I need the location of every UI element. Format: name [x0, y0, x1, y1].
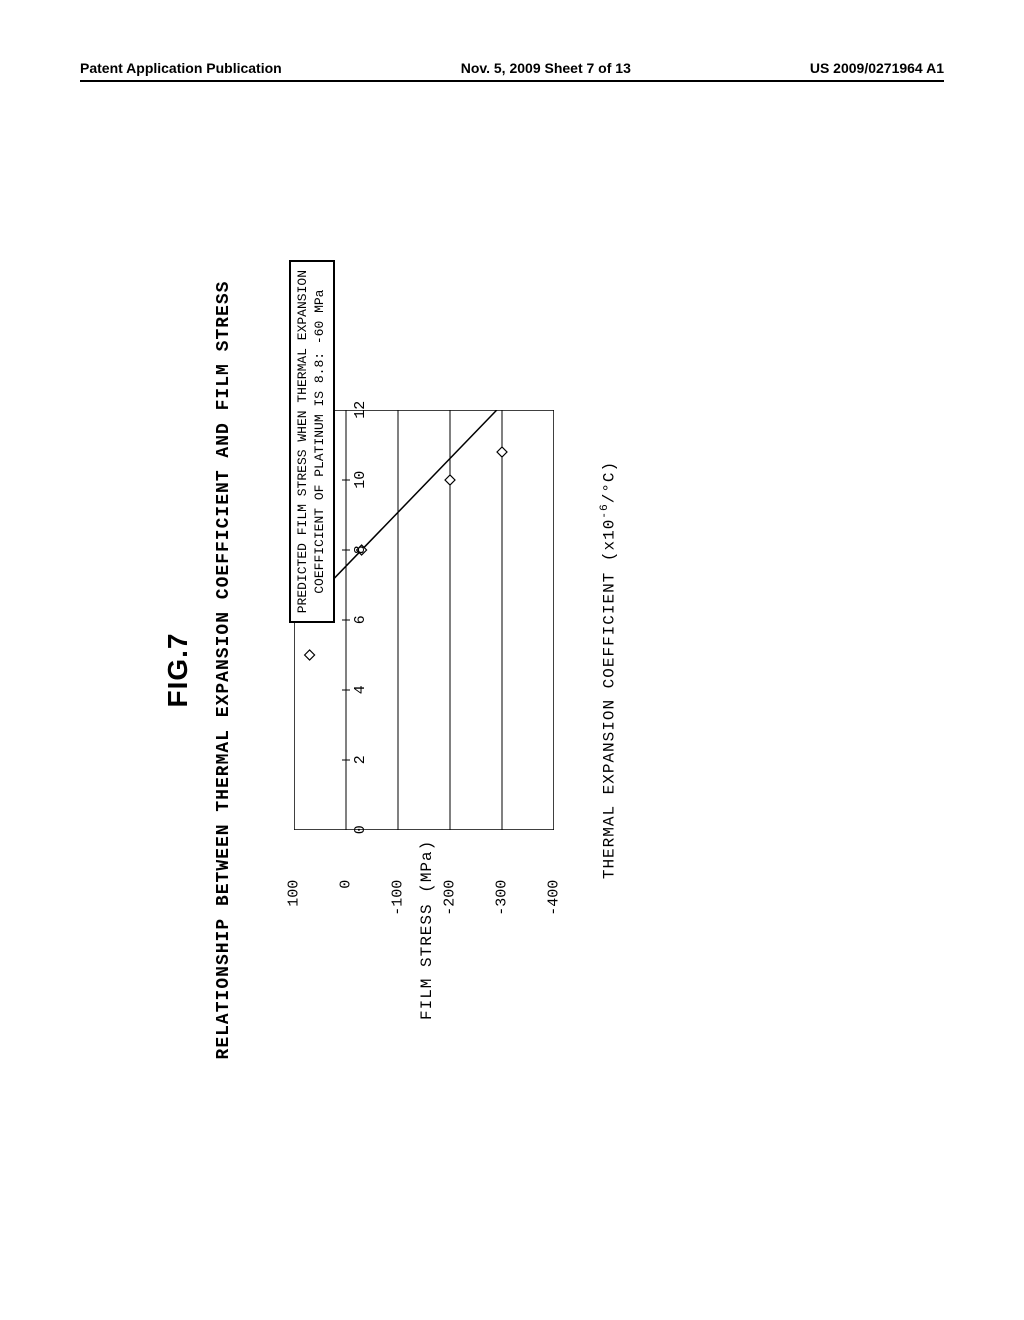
x-tick-label: 2 [352, 755, 369, 764]
x-label-sup: -6 [599, 503, 611, 518]
y-tick-label: 0 [338, 880, 355, 889]
y-tick-label: -400 [546, 880, 563, 916]
y-axis-label: FILM STRESS (MPa) [418, 840, 436, 1020]
x-axis-label: THERMAL EXPANSION COEFFICIENT (x10-6/°C) [599, 320, 618, 1020]
x-label-post: /°C) [600, 461, 618, 503]
chart-title: RELATIONSHIP BETWEEN THERMAL EXPANSION C… [214, 220, 234, 1120]
patent-header: Patent Application Publication Nov. 5, 2… [80, 60, 944, 82]
x-tick-label: 4 [352, 685, 369, 694]
x-tick-label: 8 [352, 545, 369, 554]
header-center: Nov. 5, 2009 Sheet 7 of 13 [461, 60, 631, 76]
header-right: US 2009/0271964 A1 [810, 60, 944, 76]
chart-box: PREDICTED FILM STRESS WHEN THERMAL EXPAN… [294, 320, 618, 1020]
y-tick-label: -100 [390, 880, 407, 916]
figure-container: FIG.7 RELATIONSHIP BETWEEN THERMAL EXPAN… [162, 220, 862, 1120]
legend-line-2: COEFFICIENT OF PLATINUM IS 8.8: -60 MPa [312, 270, 329, 613]
y-tick-label: -300 [494, 880, 511, 916]
x-tick-label: 12 [352, 401, 369, 419]
y-tick-label: -200 [442, 880, 459, 916]
header-left: Patent Application Publication [80, 60, 282, 76]
y-tick-label: 100 [286, 880, 303, 907]
x-tick-label: 10 [352, 471, 369, 489]
x-tick-label: 0 [352, 825, 369, 834]
x-tick-label: 6 [352, 615, 369, 624]
figure-label: FIG.7 [162, 220, 194, 1120]
legend-box: PREDICTED FILM STRESS WHEN THERMAL EXPAN… [289, 260, 335, 623]
x-ticks: 024681012 [352, 410, 584, 830]
legend-line-1: PREDICTED FILM STRESS WHEN THERMAL EXPAN… [295, 270, 312, 613]
x-label-pre: THERMAL EXPANSION COEFFICIENT (x10 [600, 519, 618, 879]
